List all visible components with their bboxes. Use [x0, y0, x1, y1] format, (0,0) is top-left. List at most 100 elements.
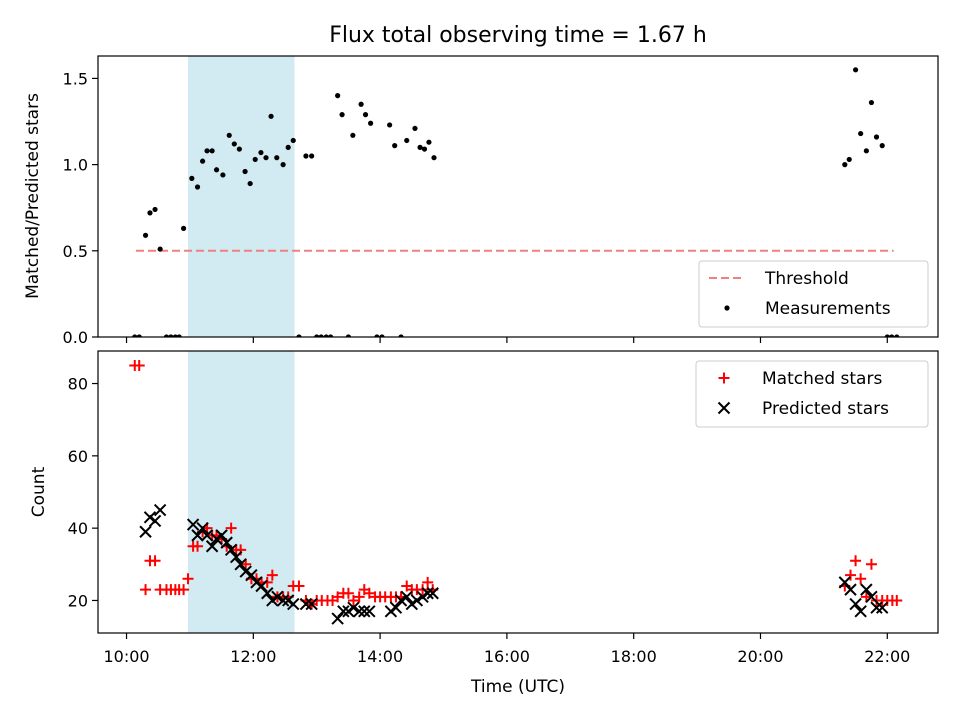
measurement-point: [200, 158, 206, 164]
measurement-point: [335, 93, 341, 99]
predicted-point: [139, 525, 152, 538]
measurement-point: [209, 148, 215, 154]
measurement-point: [362, 112, 369, 118]
matched-point: [178, 584, 190, 596]
predicted-point: [394, 594, 408, 607]
chart-title: Flux total observing time = 1.67 h: [329, 23, 707, 48]
measurement-point: [236, 146, 242, 152]
predicted-point: [229, 550, 243, 564]
measurement-point: [889, 334, 895, 337]
matched-point: [347, 594, 359, 606]
top-y-axis-label: Matched/Predicted stars: [23, 93, 43, 299]
predicted-point: [426, 587, 439, 600]
predicted-point: [255, 579, 268, 593]
legend: Threshold Measurements: [698, 260, 929, 328]
bottom-y-axis-label: Count: [29, 466, 49, 517]
predicted-point: [186, 518, 200, 531]
matched-point: [261, 576, 273, 588]
measurement-point: [180, 225, 187, 231]
matched-point: [422, 576, 434, 588]
x-axis-label: Time (UTC): [470, 677, 565, 697]
measurement-point: [873, 134, 880, 140]
measurement-point: [412, 125, 418, 132]
measurement-point: [258, 149, 264, 156]
predicted-point: [205, 540, 219, 553]
measurement-point: [189, 175, 195, 181]
measurement-point: [280, 162, 286, 168]
predicted-point: [239, 565, 252, 578]
matched-point: [845, 569, 857, 581]
count-panel: 20 40 60 80 10:00 12:00 14:00 16:00 18:00 20:00 22…: [68, 350, 939, 666]
predicted-point: [844, 583, 857, 596]
predicted-point: [352, 605, 366, 618]
legend-key-dot: [724, 305, 730, 311]
matched-point: [225, 522, 237, 534]
measurement-point: [168, 334, 174, 337]
y-tick-label: 40: [68, 519, 88, 538]
measurement-point: [268, 113, 274, 119]
measurement-point: [387, 122, 393, 128]
measurement-point: [136, 334, 142, 337]
matched-point: [855, 573, 867, 585]
measurement-point: [398, 334, 404, 337]
plot-area: [129, 351, 903, 633]
matched-point: [353, 591, 365, 603]
predicted-point: [245, 568, 258, 582]
plot-area: [132, 56, 900, 337]
measurement-point: [318, 334, 324, 337]
predicted-point: [148, 514, 162, 528]
x-tick-label: 10:00: [103, 647, 149, 666]
measurement-point: [152, 206, 158, 213]
measurement-point: [204, 148, 210, 154]
predicted-point: [196, 521, 209, 535]
x-tick-label: 16:00: [484, 647, 530, 666]
predicted-point: [854, 605, 867, 618]
measurement-point: [242, 168, 248, 175]
measurement-point: [894, 334, 900, 337]
measurement-point: [220, 172, 226, 178]
shaded-span: [188, 351, 295, 633]
axes-frame: [97, 55, 939, 338]
measurement-point: [328, 334, 334, 337]
measurement-point: [309, 153, 315, 159]
measurement-point: [868, 99, 875, 106]
measurement-point: [846, 156, 852, 163]
legend-label: Threshold: [764, 269, 849, 289]
measurement-point: [345, 334, 352, 337]
legend-key-plus: [718, 372, 730, 384]
legend: Matched stars Predicted stars: [695, 360, 929, 428]
matched-point: [133, 359, 145, 371]
axes-frame: [97, 350, 939, 634]
y-tick-label: 0.0: [63, 328, 88, 347]
x-tick-label: 12:00: [230, 647, 276, 666]
shaded-span: [188, 56, 295, 337]
y-tick-label: 1.5: [63, 69, 88, 88]
measurement-point: [157, 246, 163, 252]
measurement-point: [884, 334, 890, 337]
measurement-point: [314, 334, 320, 337]
predicted-point: [337, 605, 350, 618]
measurement-point: [426, 139, 432, 145]
predicted-point: [421, 587, 434, 600]
matched-point: [140, 584, 152, 596]
predicted-point: [363, 605, 376, 618]
measurement-point: [194, 184, 201, 190]
measurement-point: [863, 148, 869, 154]
predicted-point: [358, 605, 371, 618]
measurement-point: [350, 132, 356, 138]
predicted-point: [276, 594, 290, 607]
measurement-point: [858, 130, 864, 137]
series-1: [132, 67, 900, 337]
measurement-point: [374, 334, 380, 337]
predicted-point: [200, 529, 214, 542]
measurement-point: [431, 155, 437, 161]
measurement-point: [421, 146, 428, 152]
predicted-point: [331, 612, 344, 625]
predicted-point: [849, 597, 862, 611]
x-tick-label: 14:00: [357, 647, 403, 666]
measurement-point: [247, 180, 253, 187]
matched-point: [192, 540, 204, 552]
ratio-panel: 0.0 0.5 1.0 1.5 Threshold Measurements: [63, 55, 939, 347]
series-1: [139, 503, 889, 625]
measurement-point: [296, 334, 302, 337]
